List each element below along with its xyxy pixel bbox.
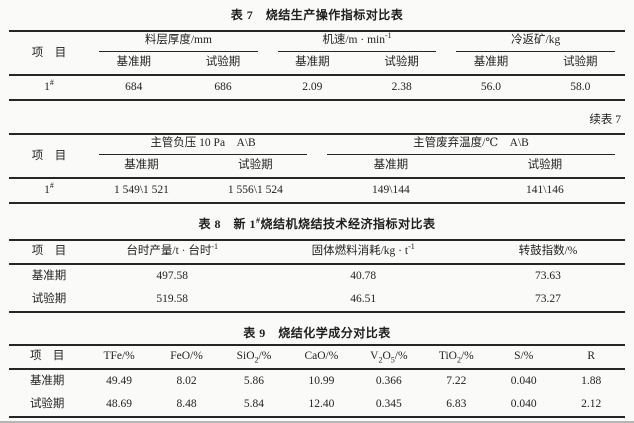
- table9-cell: 49.49: [85, 368, 153, 393]
- table7c-group-negative-pressure: 主管负压 10 Pa A\B: [89, 134, 317, 155]
- table9-header-row: 项 目 TFe/% FeO/% SiO2/% CaO/% V2O5/% TiO2…: [9, 345, 625, 369]
- table9-cell: 0.040: [490, 368, 558, 393]
- table7c-group-label: 主管负压 10 Pa A\B: [99, 135, 307, 155]
- table7-subheader: 试验期: [384, 56, 419, 68]
- table8-cell: 40.78: [255, 263, 471, 288]
- table9-data-row: 试验期 48.69 8.48 5.84 12.40 0.345 6.83 0.0…: [9, 393, 625, 417]
- table7-continued: 项 目 主管负压 10 Pa A\B 主管废弃温度/℃ A\B 基准期 试验期 …: [9, 133, 625, 204]
- table8-cell: 46.51: [350, 293, 377, 305]
- table7c-data-row: 1# 1 549\1 521 1 556\1 524 149\144 141\1…: [9, 177, 625, 203]
- table7-subheader: 试验期: [563, 56, 598, 68]
- table8-header: 项 目: [31, 245, 67, 257]
- table7-cell: 58.0: [535, 74, 625, 100]
- table8-header: 台时产量/t · 台时-1: [126, 242, 219, 257]
- table9-cell: 0.040: [510, 398, 537, 410]
- table7-subheader: 基准期: [473, 56, 509, 68]
- table8-caption: 表 8 新 1#烧结机烧结技术经济指标对比表: [198, 216, 436, 232]
- table9-header: S/%: [514, 350, 534, 362]
- table8-data-row: 基准期 497.58 40.78 73.63: [9, 263, 625, 288]
- table9-header: CaO/%: [304, 350, 339, 362]
- table9-cell: 10.99: [287, 368, 356, 393]
- table7-item-header: 项 目: [31, 46, 67, 59]
- table9-row-item: 基准期: [9, 368, 86, 393]
- table9-cell: 5.84: [243, 398, 265, 410]
- table7-group-label: 料层厚度/mm: [99, 32, 258, 52]
- table7c-cell: 1 549\1 521: [89, 177, 194, 203]
- table7-group-label: 冷返矿/kg: [456, 32, 615, 52]
- table8-cell: 73.63: [470, 263, 625, 288]
- table7-cell: 2.38: [357, 74, 447, 100]
- table9-header: V2O5/%: [370, 350, 408, 365]
- table8-cell: 519.58: [156, 293, 189, 305]
- table8-header-row: 项 目 台时产量/t · 台时-1 固体燃料消耗/kg · t-1 转鼓指数/%: [9, 240, 625, 264]
- table7c-subheader-row: 基准期 试验期 基准期 试验期: [9, 155, 625, 178]
- table7c-subheader: 基准期: [373, 159, 409, 171]
- table8-cell: 73.27: [535, 293, 561, 305]
- table9-cell: 12.40: [308, 398, 335, 410]
- table9-cell: 2.12: [581, 398, 602, 410]
- table7c-cell: 149\144: [316, 177, 465, 203]
- table7-subheader: 基准期: [116, 56, 151, 68]
- table8-cell: 497.58: [89, 263, 256, 288]
- table9-data-row: 基准期 49.49 8.02 5.86 10.99 0.366 7.22 0.0…: [9, 368, 625, 393]
- table7-group-cold-return: 冷返矿/kg: [446, 31, 625, 52]
- table7-row-item: 1#: [9, 74, 90, 100]
- table9-cell: 0.345: [375, 398, 402, 410]
- table7-caption: 表 7 烧结生产操作指标对比表: [230, 8, 404, 22]
- table7c-group-waste-gas-temp: 主管废弃温度/℃ A\B: [317, 134, 625, 155]
- table9-header: SiO2/%: [236, 350, 272, 365]
- table9-cell: 8.48: [176, 398, 197, 410]
- table7-cell: 56.0: [446, 74, 536, 100]
- table8-row-item: 基准期: [9, 263, 90, 288]
- table9-caption: 表 9 烧结化学成分对比表: [243, 326, 391, 340]
- table7-cell: 2.09: [267, 74, 358, 100]
- table9-cell: 1.88: [557, 368, 625, 393]
- table7c-row-item: 1#: [9, 177, 90, 203]
- table7c-group-label: 主管废弃温度/℃ A\B: [326, 135, 615, 155]
- table9-cell: 5.86: [220, 368, 288, 393]
- table9-header: TiO2/%: [438, 350, 474, 365]
- table7-group-label: 机速/m · min-1: [277, 32, 437, 52]
- table7-group-row: 项 目 料层厚度/mm 机速/m · min-1 冷返矿/kg: [9, 31, 625, 59]
- table7-subheader: 基准期: [295, 56, 330, 68]
- table7c-cell: 141\146: [464, 177, 625, 203]
- table8-data-row: 试验期 519.58 46.51 73.27: [9, 288, 625, 312]
- table9-cell: 7.22: [422, 368, 490, 393]
- table7c-subheader: 基准期: [124, 159, 159, 171]
- table9-header: R: [587, 350, 596, 362]
- table8-row-item: 试验期: [31, 293, 67, 305]
- table9-cell: 8.02: [152, 368, 221, 393]
- table7-data-row: 1# 684 686 2.09 2.38 56.0 58.0: [9, 74, 625, 100]
- table7-cell: 684: [89, 74, 179, 100]
- table7-group-machine-speed: 机速/m · min-1: [268, 31, 447, 52]
- table9: 项 目 TFe/% FeO/% SiO2/% CaO/% V2O5/% TiO2…: [9, 344, 625, 418]
- table7c-item-header: 项 目: [31, 149, 67, 162]
- table7-cell: 686: [178, 74, 268, 100]
- table9-cell: 6.83: [446, 398, 467, 410]
- table9-header: TFe/%: [103, 350, 135, 362]
- table8-header: 转鼓指数/%: [518, 245, 578, 257]
- table7-subheader: 试验期: [205, 56, 241, 68]
- table9-header: FeO/%: [170, 350, 203, 362]
- table8: 项 目 台时产量/t · 台时-1 固体燃料消耗/kg · t-1 转鼓指数/%…: [9, 239, 625, 313]
- table7c-cell: 1 556\1 524: [193, 177, 317, 203]
- table9-row-item: 试验期: [29, 398, 65, 410]
- table9-cell: 0.366: [355, 368, 423, 393]
- table7-group-bed-thickness: 料层厚度/mm: [89, 31, 268, 52]
- table7c-group-row: 项 目 主管负压 10 Pa A\B 主管废弃温度/℃ A\B: [9, 134, 625, 162]
- table9-header: 项 目: [29, 350, 65, 362]
- table7-subheader-row: 基准期 试验期 基准期 试验期 基准期 试验期: [9, 52, 625, 75]
- table9-cell: 48.69: [106, 398, 133, 410]
- table8-header: 固体燃料消耗/kg · t-1: [311, 242, 415, 257]
- table7c-subheader: 试验期: [238, 159, 273, 171]
- table7c-subheader: 试验期: [527, 159, 563, 171]
- table7: 项 目 料层厚度/mm 机速/m · min-1 冷返矿/kg 基准期 试验期 …: [9, 30, 625, 101]
- table7-continued-label: 续表 7: [589, 114, 621, 126]
